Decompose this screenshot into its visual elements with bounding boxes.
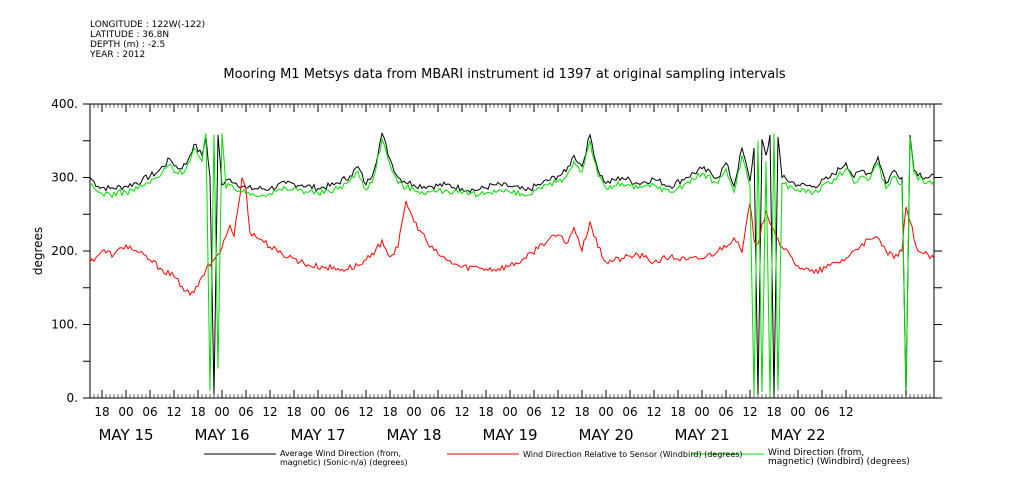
x-hour-tick-label: 00 (406, 405, 421, 419)
x-day-tick-label: MAY 20 (578, 426, 633, 444)
x-hour-tick-label: 18 (766, 405, 781, 419)
x-hour-tick-label: 18 (94, 405, 109, 419)
x-hour-tick-label: 06 (526, 405, 541, 419)
x-hour-tick-label: 18 (286, 405, 301, 419)
x-hour-tick-label: 06 (238, 405, 253, 419)
metadata-block: LONGITUDE : 122W(-122) LATITUDE : 36.8N … (90, 20, 205, 60)
x-hour-tick-label: 18 (382, 405, 397, 419)
x-hour-tick-label: 00 (502, 405, 517, 419)
x-hour-tick-label: 18 (478, 405, 493, 419)
x-hour-tick-label: 06 (622, 405, 637, 419)
x-day-tick-label: MAY 15 (98, 426, 153, 444)
depth-label: DEPTH (m) : -2.5 (90, 40, 166, 50)
x-hour-tick-label: 00 (694, 405, 709, 419)
year-label: YEAR : 2012 (90, 50, 146, 60)
legend-label-line: magnetic) (Sonic-n/a) (degrees) (280, 458, 408, 467)
legend-label-1: Average Wind Direction (from, magnetic) (… (280, 449, 408, 467)
x-day-tick-label: MAY 21 (674, 426, 729, 444)
x-hour-tick-label: 18 (190, 405, 205, 419)
x-hour-tick-label: 18 (670, 405, 685, 419)
series-line-3 (89, 133, 935, 396)
x-hour-tick-label: 12 (262, 405, 277, 419)
x-hour-tick-label: 12 (454, 405, 469, 419)
y-tick-label: 400. (51, 97, 78, 111)
x-day-tick-label: MAY 16 (194, 426, 249, 444)
legend-label-line: Average Wind Direction (from, (280, 449, 402, 458)
chart-title: Mooring M1 Metsys data from MBARI instru… (223, 67, 786, 82)
legend-label-line: Wind Direction Relative to Sensor (Windb… (523, 450, 743, 459)
x-hour-tick-label: 06 (142, 405, 157, 419)
longitude-label: LONGITUDE : 122W(-122) (90, 20, 206, 30)
y-axis-label: degrees (31, 227, 45, 275)
series-line-2 (89, 177, 935, 297)
y-tick-label: 0. (67, 391, 78, 405)
legend-label-line: Wind Direction (from, (768, 448, 865, 458)
series-line-1 (89, 131, 935, 397)
y-tick-label: 100. (51, 318, 78, 332)
x-hour-tick-label: 06 (430, 405, 445, 419)
x-hour-tick-label: 00 (118, 405, 133, 419)
x-day-tick-label: MAY 17 (290, 426, 345, 444)
latitude-label: LATITUDE : 36.8N (90, 30, 170, 40)
y-tick-label: 200. (51, 244, 78, 258)
x-hour-tick-label: 06 (814, 405, 829, 419)
x-hour-tick-label: 12 (838, 405, 853, 419)
x-hour-tick-label: 12 (742, 405, 757, 419)
x-hour-tick-label: 00 (214, 405, 229, 419)
legend-label-line: magnetic) (Windbird) (degrees) (768, 457, 910, 467)
x-hour-tick-label: 00 (790, 405, 805, 419)
x-hour-tick-label: 18 (574, 405, 589, 419)
x-hour-tick-label: 06 (334, 405, 349, 419)
legend-label-3: Wind Direction (from, magnetic) (Windbird… (768, 449, 910, 467)
x-hour-tick-label: 00 (598, 405, 613, 419)
x-hour-tick-label: 12 (166, 405, 181, 419)
x-hour-tick-label: 12 (358, 405, 373, 419)
y-tick-label: 300. (51, 171, 78, 185)
x-hour-tick-label: 00 (310, 405, 325, 419)
x-hour-tick-label: 06 (718, 405, 733, 419)
x-hour-tick-label: 12 (646, 405, 661, 419)
legend-label-2: Wind Direction Relative to Sensor (Windb… (523, 450, 743, 459)
x-day-tick-label: MAY 18 (386, 426, 441, 444)
x-day-tick-label: MAY 19 (482, 426, 537, 444)
y-ticks (83, 103, 942, 399)
x-day-tick-label: MAY 22 (770, 426, 825, 444)
x-hour-tick-label: 12 (550, 405, 565, 419)
